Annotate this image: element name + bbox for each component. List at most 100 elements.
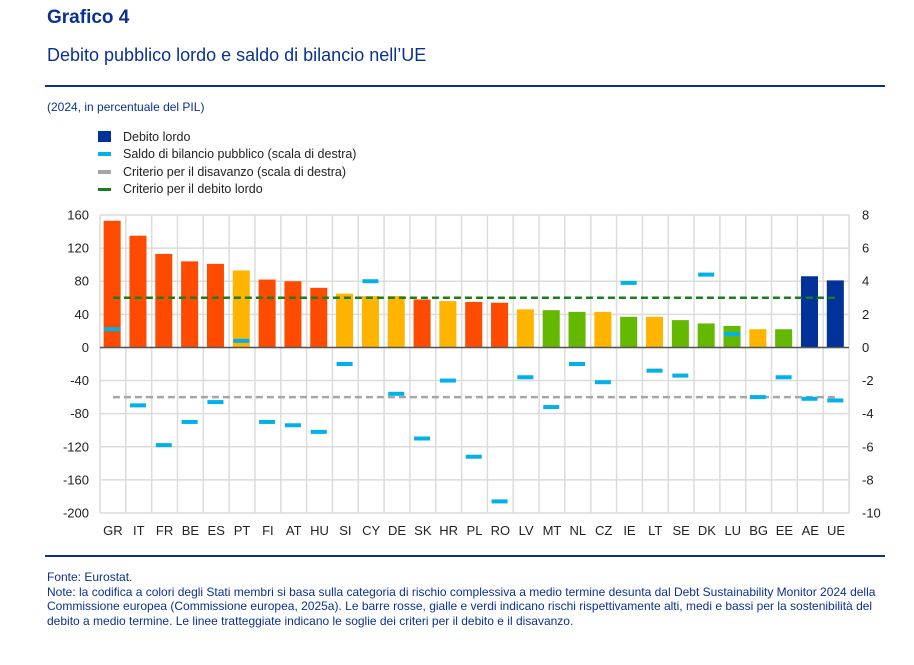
bar-ie: [620, 316, 638, 348]
bar-si: [336, 293, 354, 348]
legend-swatch-dash-icon: [98, 169, 111, 174]
x-tick-label: SK: [414, 523, 432, 538]
x-tick-label: LV: [519, 523, 534, 538]
bar-lu: [723, 325, 741, 348]
y2-tick-label: 4: [862, 274, 869, 289]
x-tick-label: PT: [234, 523, 251, 538]
balance-marker-lv: [517, 375, 534, 380]
bar-ro: [491, 302, 509, 348]
balance-marker-lt: [646, 368, 663, 373]
footer: Fonte: Eurostat. Note: la codifica a col…: [47, 570, 887, 628]
legend-item-debt: Debito lordo: [98, 128, 356, 146]
x-tick-label: UE: [827, 523, 845, 538]
balance-marker-mt: [543, 405, 560, 410]
balance-marker-ue: [827, 398, 844, 403]
bar-fi: [258, 279, 276, 348]
balance-marker-gr: [104, 327, 121, 332]
bar-mt: [542, 310, 560, 348]
balance-marker-pt: [233, 338, 250, 343]
chart-number: Grafico 4: [47, 7, 130, 28]
bar-it: [129, 235, 147, 348]
footer-divider: [45, 555, 885, 557]
x-tick-label: ES: [208, 523, 226, 538]
x-tick-label: SI: [339, 523, 351, 538]
balance-marker-fi: [259, 419, 276, 424]
balance-marker-it: [129, 403, 146, 408]
bar-fr: [155, 253, 173, 348]
x-tick-label: BG: [749, 523, 768, 538]
y-tick-label: 0: [82, 340, 89, 355]
bars: [103, 220, 844, 348]
bar-de: [387, 296, 405, 348]
balance-marker-ee: [775, 375, 792, 380]
balance-markers: [104, 272, 844, 504]
unit-note: (2024, in percentuale del PIL): [47, 100, 205, 114]
bar-nl: [568, 311, 586, 348]
balance-marker-hu: [310, 429, 327, 434]
x-tick-label: RO: [491, 523, 511, 538]
y2-tick-label: -2: [862, 373, 874, 388]
x-tick-label: GR: [103, 523, 123, 538]
bar-lt: [645, 316, 664, 348]
y2-tick-label: 0: [862, 340, 869, 355]
balance-marker-lu: [723, 332, 741, 337]
x-tick-label: NL: [569, 523, 586, 538]
x-tick-label: IT: [133, 523, 145, 538]
y-tick-label: -160: [63, 472, 89, 487]
y-tick-label: -200: [63, 506, 89, 521]
bar-ae: [800, 276, 819, 348]
legend-swatch-square-icon: [98, 131, 111, 143]
x-tick-label: HR: [439, 523, 458, 538]
x-tick-label: DE: [388, 523, 406, 538]
y-tick-label: -80: [70, 406, 89, 421]
legend-item-debt-criterion: Criterio per il debito lordo: [98, 181, 356, 199]
bar-lv: [516, 309, 534, 348]
source-note: Fonte: Eurostat.: [47, 570, 133, 584]
y-tick-label: 160: [67, 208, 89, 223]
balance-marker-hr: [439, 378, 456, 383]
legend-swatch-dash-icon: [98, 187, 111, 191]
x-tick-label: AE: [802, 523, 820, 538]
bar-pl: [465, 301, 483, 348]
legend-label: Criterio per il debito lordo: [123, 182, 263, 197]
balance-marker-at: [284, 423, 301, 428]
y-tick-label: 80: [75, 274, 89, 289]
bar-hu: [310, 287, 328, 348]
x-tick-label: PL: [467, 523, 483, 538]
bar-sk: [413, 299, 431, 348]
x-tick-label: FR: [156, 523, 173, 538]
x-tick-label: CY: [362, 523, 380, 538]
balance-marker-de: [388, 391, 405, 396]
x-tick-label: CZ: [595, 523, 612, 538]
x-tick-label: LT: [648, 523, 662, 538]
bar-at: [284, 281, 302, 348]
balance-marker-dk: [698, 272, 715, 277]
balance-marker-pl: [465, 454, 482, 459]
balance-marker-cy: [362, 279, 379, 284]
x-tick-label: AT: [286, 523, 302, 538]
y-tick-label: 120: [67, 241, 89, 256]
y2-tick-label: -10: [862, 506, 881, 521]
y2-tick-label: 6: [862, 241, 869, 256]
bar-se: [671, 320, 689, 348]
x-tick-label: FI: [262, 523, 274, 538]
header-divider: [45, 85, 885, 87]
bar-ee: [775, 329, 793, 348]
x-tick-label: BE: [182, 523, 200, 538]
chart-title: Debito pubblico lordo e saldo di bilanci…: [47, 45, 427, 65]
x-tick-label: DK: [698, 523, 716, 538]
methodology-note: Note: la codifica a colori degli Stati m…: [47, 584, 876, 628]
bar-ue: [826, 280, 844, 348]
balance-marker-cz: [594, 380, 611, 385]
legend: Debito lordo Saldo di bilancio pubblico …: [98, 128, 356, 198]
y2-tick-label: -4: [862, 406, 874, 421]
chart: 160 120 80 40 0 -40 -80 -120 -160 -200 8 6 4 2 0 -2 -4 -6…: [63, 208, 881, 539]
gridlines: [99, 214, 850, 514]
balance-marker-be: [181, 419, 198, 424]
bar-pt: [232, 270, 250, 348]
balance-marker-fr: [155, 443, 172, 448]
y-tick-label: -120: [63, 439, 89, 454]
x-tick-label: IE: [623, 523, 636, 538]
balance-marker-si: [336, 362, 353, 366]
legend-item-deficit-criterion: Criterio per il disavanzo (scala di dest…: [98, 163, 356, 181]
